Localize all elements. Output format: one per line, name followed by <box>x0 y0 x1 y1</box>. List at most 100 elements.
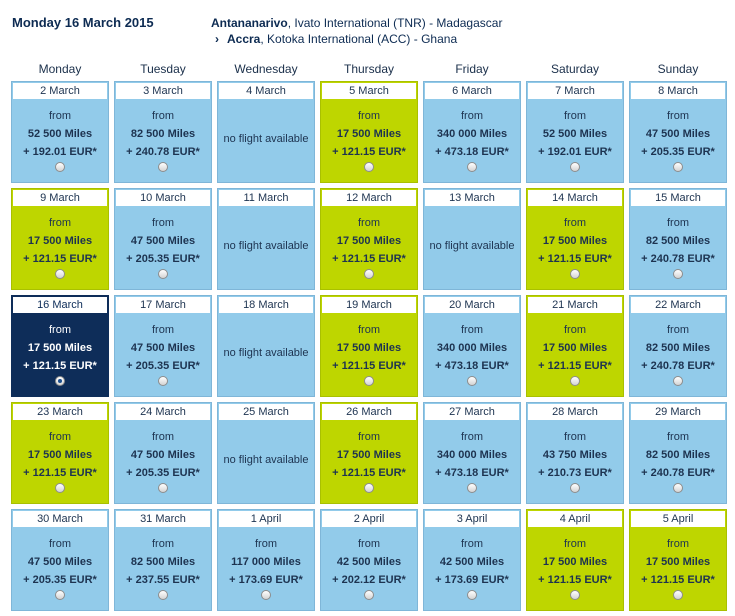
day-cell[interactable]: 22 March from 82 500 Miles + 240.78 EUR* <box>629 295 727 397</box>
select-day-radio[interactable] <box>261 590 271 600</box>
select-day-radio[interactable] <box>158 269 168 279</box>
day-cell[interactable]: 9 March from 17 500 Miles + 121.15 EUR* <box>11 188 109 290</box>
day-cell[interactable]: 5 April from 17 500 Miles + 121.15 EUR* <box>629 509 727 611</box>
day-cell[interactable]: 31 March from 82 500 Miles + 237.55 EUR* <box>114 509 212 611</box>
select-day-radio[interactable] <box>55 269 65 279</box>
select-day-radio[interactable] <box>467 376 477 386</box>
weekday-header: Thursday <box>343 62 395 76</box>
select-day-radio[interactable] <box>158 590 168 600</box>
price-value: + 240.78 EUR* <box>641 467 715 479</box>
day-date: 26 March <box>322 404 416 420</box>
day-date: 21 March <box>528 297 622 313</box>
day-date: 20 March <box>425 297 519 313</box>
price-value: + 237.55 EUR* <box>126 574 200 586</box>
day-cell[interactable]: 27 March from 340 000 Miles + 473.18 EUR* <box>423 402 521 504</box>
miles-value: 17 500 Miles <box>336 449 402 461</box>
select-day-radio[interactable] <box>158 376 168 386</box>
select-day-radio[interactable] <box>364 162 374 172</box>
day-cell[interactable]: 24 March from 47 500 Miles + 205.35 EUR* <box>114 402 212 504</box>
miles-value: 42 500 Miles <box>336 556 402 568</box>
weekday-header: Tuesday <box>140 62 186 76</box>
day-cell[interactable]: 19 March from 17 500 Miles + 121.15 EUR* <box>320 295 418 397</box>
price-value: + 473.18 EUR* <box>435 360 509 372</box>
day-cell: 13 March no flight available <box>423 188 521 290</box>
day-cell[interactable]: 2 April from 42 500 Miles + 202.12 EUR* <box>320 509 418 611</box>
select-day-radio[interactable] <box>55 590 65 600</box>
select-day-radio[interactable] <box>673 162 683 172</box>
select-day-radio[interactable] <box>673 376 683 386</box>
from-label: from <box>152 217 174 229</box>
select-day-radio[interactable] <box>570 269 580 279</box>
day-cell[interactable]: 3 March from 82 500 Miles + 240.78 EUR* <box>114 81 212 183</box>
miles-value: 17 500 Miles <box>27 342 93 354</box>
day-cell[interactable]: 2 March from 52 500 Miles + 192.01 EUR* <box>11 81 109 183</box>
select-day-radio[interactable] <box>673 483 683 493</box>
day-cell[interactable]: 10 March from 47 500 Miles + 205.35 EUR* <box>114 188 212 290</box>
day-cell: 18 March no flight available <box>217 295 315 397</box>
day-cell[interactable]: 12 March from 17 500 Miles + 121.15 EUR* <box>320 188 418 290</box>
select-day-radio[interactable] <box>673 590 683 600</box>
day-cell[interactable]: 16 March from 17 500 Miles + 121.15 EUR* <box>11 295 109 397</box>
day-cell[interactable]: 23 March from 17 500 Miles + 121.15 EUR* <box>11 402 109 504</box>
no-flight-label: no flight available <box>223 240 309 252</box>
day-cell[interactable]: 17 March from 47 500 Miles + 205.35 EUR* <box>114 295 212 397</box>
from-label: from <box>564 538 586 550</box>
day-cell[interactable]: 28 March from 43 750 Miles + 210.73 EUR* <box>526 402 624 504</box>
day-cell: 25 March no flight available <box>217 402 315 504</box>
miles-value: 340 000 Miles <box>436 342 508 354</box>
day-cell[interactable]: 21 March from 17 500 Miles + 121.15 EUR* <box>526 295 624 397</box>
price-value: + 121.15 EUR* <box>538 253 612 265</box>
price-value: + 205.35 EUR* <box>126 467 200 479</box>
select-day-radio[interactable] <box>467 162 477 172</box>
from-label: from <box>152 324 174 336</box>
select-day-radio[interactable] <box>158 162 168 172</box>
select-day-radio[interactable] <box>570 590 580 600</box>
price-value: + 473.18 EUR* <box>435 467 509 479</box>
price-value: + 121.15 EUR* <box>332 253 406 265</box>
select-day-radio[interactable] <box>570 162 580 172</box>
from-label: from <box>461 110 483 122</box>
price-value: + 240.78 EUR* <box>641 253 715 265</box>
select-day-radio[interactable] <box>570 483 580 493</box>
day-cell[interactable]: 7 March from 52 500 Miles + 192.01 EUR* <box>526 81 624 183</box>
select-day-radio[interactable] <box>570 376 580 386</box>
destination-city: Accra <box>227 32 261 46</box>
miles-value: 47 500 Miles <box>645 128 711 140</box>
day-cell[interactable]: 5 March from 17 500 Miles + 121.15 EUR* <box>320 81 418 183</box>
day-cell[interactable]: 8 March from 47 500 Miles + 205.35 EUR* <box>629 81 727 183</box>
day-cell[interactable]: 1 April from 117 000 Miles + 173.69 EUR* <box>217 509 315 611</box>
day-date: 27 March <box>425 404 519 420</box>
miles-value: 52 500 Miles <box>27 128 93 140</box>
price-value: + 121.15 EUR* <box>538 574 612 586</box>
origin-city: Antananarivo <box>211 16 288 30</box>
select-day-radio[interactable] <box>467 483 477 493</box>
select-day-radio[interactable] <box>467 590 477 600</box>
from-label: from <box>564 431 586 443</box>
miles-value: 82 500 Miles <box>130 128 196 140</box>
day-cell[interactable]: 3 April from 42 500 Miles + 173.69 EUR* <box>423 509 521 611</box>
from-label: from <box>461 538 483 550</box>
from-label: from <box>358 110 380 122</box>
day-cell[interactable]: 6 March from 340 000 Miles + 473.18 EUR* <box>423 81 521 183</box>
select-day-radio[interactable] <box>158 483 168 493</box>
select-day-radio[interactable] <box>55 376 65 386</box>
miles-value: 47 500 Miles <box>130 342 196 354</box>
origin-line: Antananarivo, Ivato International (TNR) … <box>211 15 502 31</box>
select-day-radio[interactable] <box>55 483 65 493</box>
day-cell[interactable]: 30 March from 47 500 Miles + 205.35 EUR* <box>11 509 109 611</box>
day-cell[interactable]: 20 March from 340 000 Miles + 473.18 EUR* <box>423 295 521 397</box>
select-day-radio[interactable] <box>673 269 683 279</box>
select-day-radio[interactable] <box>55 162 65 172</box>
day-cell[interactable]: 14 March from 17 500 Miles + 121.15 EUR* <box>526 188 624 290</box>
select-day-radio[interactable] <box>364 269 374 279</box>
from-label: from <box>667 431 689 443</box>
day-cell[interactable]: 4 April from 17 500 Miles + 121.15 EUR* <box>526 509 624 611</box>
select-day-radio[interactable] <box>364 376 374 386</box>
day-date: 9 March <box>13 190 107 206</box>
select-day-radio[interactable] <box>364 483 374 493</box>
price-value: + 205.35 EUR* <box>126 360 200 372</box>
day-cell[interactable]: 15 March from 82 500 Miles + 240.78 EUR* <box>629 188 727 290</box>
day-cell[interactable]: 26 March from 17 500 Miles + 121.15 EUR* <box>320 402 418 504</box>
day-cell[interactable]: 29 March from 82 500 Miles + 240.78 EUR* <box>629 402 727 504</box>
select-day-radio[interactable] <box>364 590 374 600</box>
